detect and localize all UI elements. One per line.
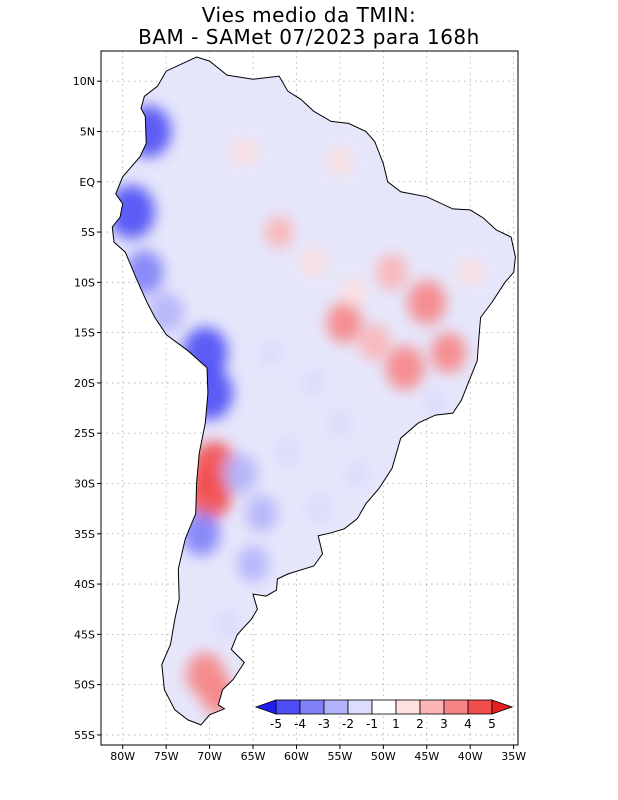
colorbar-label: 1 [392, 717, 400, 731]
colorbar-label: 5 [488, 717, 496, 731]
anomaly-blob [231, 136, 258, 167]
anomaly-blob [407, 280, 446, 325]
lon-tick-label: 60W [284, 750, 309, 763]
anomaly-blob [200, 674, 236, 715]
anomaly-blob [327, 146, 353, 177]
colorbar-end-high [491, 699, 514, 715]
anomaly-blob [358, 324, 391, 362]
anomaly-blob [385, 345, 425, 390]
lat-tick-label: EQ [79, 176, 95, 189]
lon-tick-label: 70W [197, 750, 222, 763]
colorbar-label: 3 [440, 717, 448, 731]
coastline [111, 56, 516, 726]
anomaly-blob [148, 292, 184, 333]
anomaly-blob [125, 250, 164, 295]
lat-tick-label: 10S [74, 276, 95, 289]
anomaly-blob [457, 257, 484, 287]
colorbar-box [347, 699, 373, 715]
anomaly-blob [301, 247, 327, 277]
lon-tick-label: 55W [327, 750, 352, 763]
lat-tick-label: 5S [81, 226, 95, 239]
lat-tick-label: 50S [74, 679, 95, 692]
colorbar-label: -1 [366, 717, 378, 731]
colorbar: -5 -4 -3 -2 -1 1 2 3 4 5 [254, 699, 514, 731]
colorbar-box [467, 699, 493, 715]
lon-tick-label: 75W [154, 750, 179, 763]
anomaly-blob [186, 366, 233, 420]
colorbar-label: -5 [270, 717, 282, 731]
colorbar-label: -3 [318, 717, 330, 731]
anomaly-blob [245, 495, 278, 533]
lat-tick-label: 10N [73, 75, 95, 88]
colorbar-end-low [254, 699, 277, 715]
lat-tick-label: 5N [80, 125, 95, 138]
anomaly-blob [257, 338, 284, 368]
lat-tick-label: 55S [74, 729, 95, 742]
anomaly-blob [112, 185, 155, 239]
lon-tick-label: 80W [110, 750, 135, 763]
colorbar-box [323, 699, 349, 715]
colorbar-box [371, 699, 397, 715]
lat-tick-label: 20S [74, 377, 95, 390]
lat-tick-label: 45S [74, 628, 95, 641]
lon-tick-label: 40W [458, 750, 483, 763]
colorbar-label: -4 [294, 717, 306, 731]
lat-tick-label: 35S [74, 528, 95, 541]
colorbar-label: -2 [342, 717, 354, 731]
anomaly-blob [303, 492, 333, 526]
map-title-line-1: Vies medio da TMIN: [201, 3, 417, 27]
longitude-axis: 80W 75W 70W 65W 60W 55W 50W 45W 40W 35W [110, 745, 526, 763]
lat-tick-label: 15S [74, 327, 95, 340]
colorbar-box [419, 699, 445, 715]
lat-tick-label: 40S [74, 578, 95, 591]
colorbar-box [299, 699, 325, 715]
anomaly-blob [264, 215, 294, 249]
anomaly-blob [430, 332, 467, 373]
anomaly-blob [237, 545, 270, 583]
anomaly-blob [187, 467, 232, 520]
lat-tick-label: 30S [74, 477, 95, 490]
map-frame [100, 50, 519, 746]
anomaly-blob [327, 408, 353, 438]
lon-tick-label: 45W [414, 750, 439, 763]
anomaly-blob [126, 105, 172, 158]
anomaly-blob [344, 458, 371, 489]
colorbar-label: 2 [416, 717, 424, 731]
colorbar-box [275, 699, 301, 715]
colorbar-box [443, 699, 469, 715]
lon-tick-label: 65W [241, 750, 266, 763]
colorbar-box [395, 699, 421, 715]
anomaly-blob [212, 607, 242, 641]
lat-tick-label: 25S [74, 427, 95, 440]
anomaly-blob [340, 277, 366, 308]
latitude-axis: 10N 5N EQ 5S 10S 15S 20S 25S 30S 35S 40S 45S 50S 55S [73, 75, 101, 742]
map-title-line-2: BAM - SAMet 07/2023 para 168h [138, 25, 480, 49]
anomaly-blob [326, 302, 362, 343]
colorbar-label: 4 [464, 717, 472, 731]
anomaly-blob [422, 388, 449, 418]
anomaly-blob [301, 368, 327, 398]
anomaly-blob [273, 436, 303, 470]
anomaly-blob [376, 253, 409, 291]
lon-tick-label: 50W [371, 750, 396, 763]
lon-tick-label: 35W [501, 750, 526, 763]
anomaly-blob [222, 453, 258, 494]
